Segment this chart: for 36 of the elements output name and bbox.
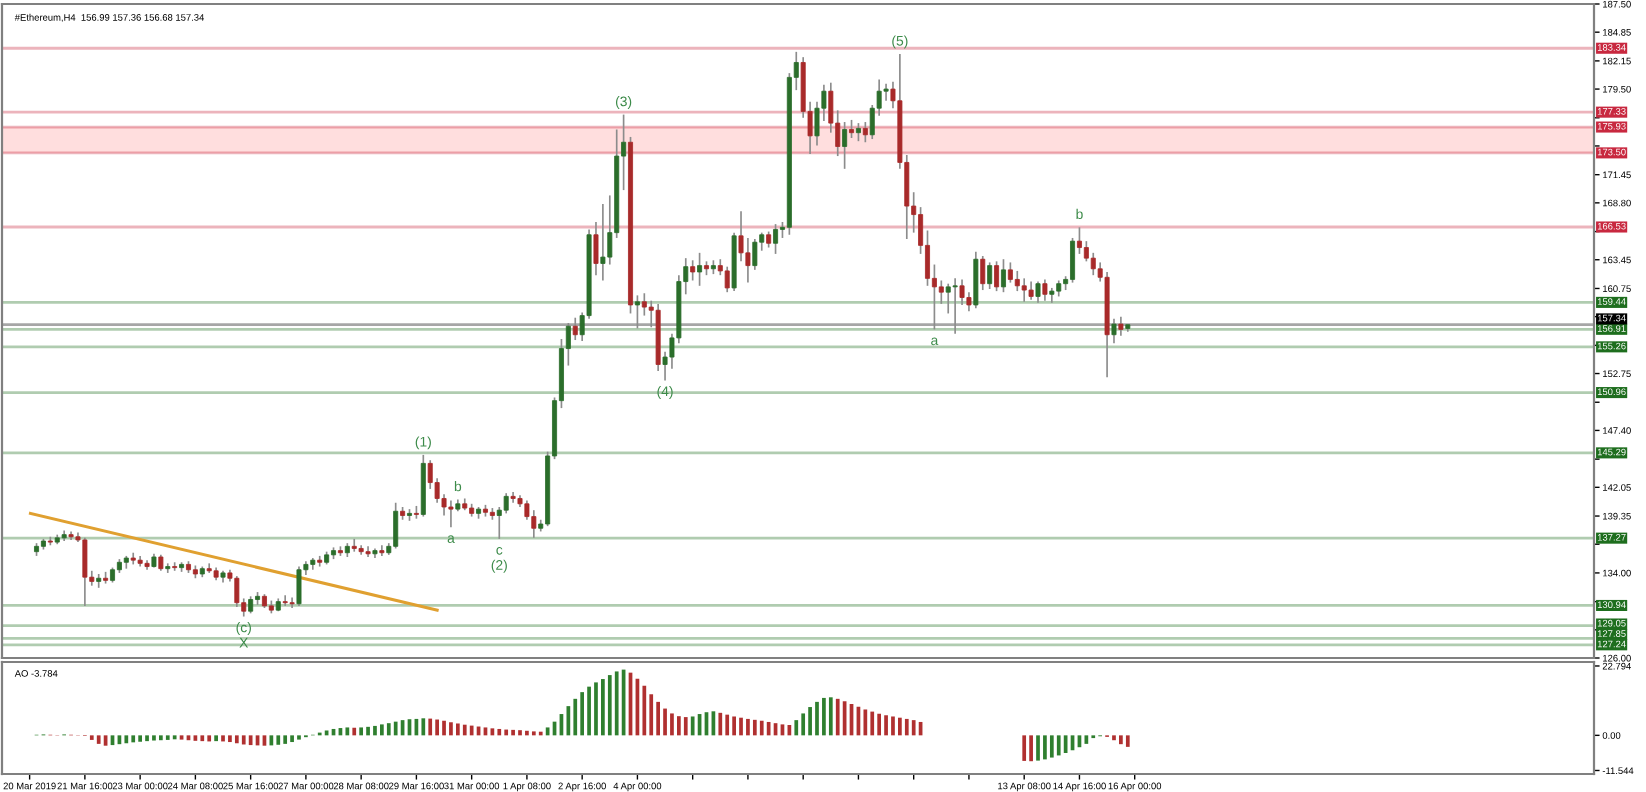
candlestick	[973, 250, 979, 309]
candlestick	[690, 259, 696, 282]
candlestick	[289, 596, 295, 609]
candlestick	[980, 255, 986, 291]
candlestick	[282, 594, 288, 607]
candlestick	[952, 277, 958, 335]
candlestick	[393, 501, 399, 550]
candlestick	[448, 499, 454, 529]
candlestick	[697, 252, 703, 287]
candlestick	[724, 265, 730, 294]
candlestick	[1042, 278, 1048, 302]
candlestick	[572, 316, 578, 341]
candlestick	[1118, 315, 1124, 337]
candlestick	[1076, 226, 1082, 255]
candlestick	[1070, 237, 1076, 284]
candlestick	[634, 294, 640, 330]
candlestick	[82, 536, 88, 607]
candlestick	[1111, 317, 1117, 345]
candlestick	[1021, 277, 1027, 303]
candlestick	[1007, 261, 1013, 284]
candlestick	[351, 538, 357, 553]
candlestick	[1090, 252, 1096, 277]
candlestick	[531, 509, 537, 539]
candlestick	[1035, 280, 1041, 304]
candlestick	[987, 261, 993, 290]
candlestick	[855, 122, 861, 143]
candlestick	[296, 565, 302, 607]
candlestick	[994, 260, 1000, 292]
candlestick	[842, 121, 848, 170]
candlestick	[938, 279, 944, 305]
candlestick	[773, 223, 779, 255]
candlestick	[600, 203, 606, 282]
candlestick	[849, 119, 855, 139]
candlestick	[1028, 280, 1034, 301]
candlestick	[862, 121, 868, 144]
candlestick	[1000, 258, 1006, 294]
